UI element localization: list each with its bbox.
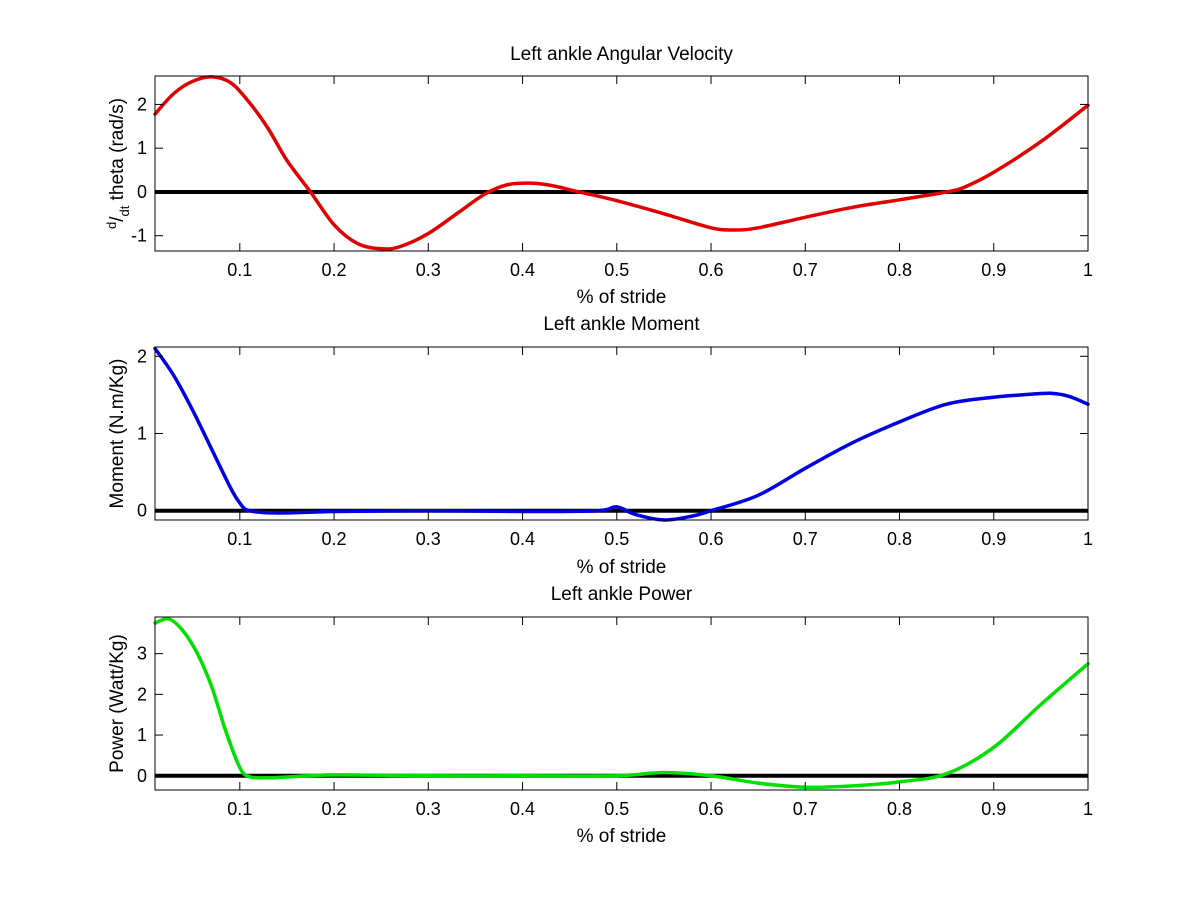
x-tick-label: 0.7 <box>793 260 818 280</box>
x-tick-label: 0.6 <box>699 260 724 280</box>
x-tick-label: 0.3 <box>416 529 441 549</box>
x-tick-label: 1 <box>1083 799 1093 819</box>
x-tick-label: 0.7 <box>793 529 818 549</box>
x-tick-label: 0.9 <box>981 260 1006 280</box>
x-tick-label: 0.2 <box>322 260 347 280</box>
x-tick-label: 0.1 <box>227 260 252 280</box>
x-tick-label: 0.7 <box>793 799 818 819</box>
y-axis-label-dt: dt <box>117 205 132 216</box>
x-tick-label: 0.9 <box>981 529 1006 549</box>
x-axis-label: % of stride <box>577 287 667 308</box>
x-tick-label: 0.4 <box>510 260 535 280</box>
x-tick-label: 0.4 <box>510 799 535 819</box>
y-axis-label-slash: / <box>107 216 128 222</box>
chart-title: Left ankle Moment <box>543 314 700 335</box>
y-tick-label: 0 <box>137 766 147 786</box>
x-tick-label: 0.5 <box>604 260 629 280</box>
y-tick-label: -1 <box>131 226 147 246</box>
series-line-1 <box>153 75 1090 251</box>
x-tick-label: 0.1 <box>227 529 252 549</box>
subplot-1: Left ankle Angular Velocity 0.1 0.2 0.3 0.4 0… <box>104 44 1093 308</box>
y-axis-label-d: d <box>104 222 119 229</box>
y-tick-label: 3 <box>137 644 147 664</box>
y-tick-label: 2 <box>137 684 147 704</box>
x-tick-label: 0.1 <box>227 799 252 819</box>
plot-frame <box>154 346 1089 521</box>
x-tick-label: 0.4 <box>510 529 535 549</box>
x-tick-label: 0.2 <box>322 799 347 819</box>
chart-title: Left ankle Power <box>551 584 693 605</box>
plot-frame <box>154 616 1089 791</box>
x-tick-label: 1 <box>1083 529 1093 549</box>
chart-title: Left ankle Angular Velocity <box>510 44 733 65</box>
subplot-3: Left ankle Power 0.1 0.2 0.3 0.4 0.5 0.6 0.7 0.8… <box>107 584 1093 847</box>
subplot-2: Left ankle Moment 0.1 0.2 0.3 0.4 0.5 0.6 0.7 0.… <box>107 314 1093 578</box>
y-tick-label: 2 <box>137 346 147 366</box>
x-tick-label: 0.5 <box>604 799 629 819</box>
x-tick-label: 0.3 <box>416 260 441 280</box>
y-tick-label: 0 <box>137 501 147 521</box>
x-tick-label: 0.9 <box>981 799 1006 819</box>
y-tick-label: 1 <box>137 138 147 158</box>
y-axis-label: Moment (N.m/Kg) <box>107 359 128 509</box>
x-tick-label: 1 <box>1083 260 1093 280</box>
x-tick-label: 0.8 <box>887 260 912 280</box>
y-axis-label: d/dt theta (rad/s) <box>104 98 132 229</box>
x-tick-label: 0.8 <box>887 799 912 819</box>
y-tick-label: 0 <box>137 182 147 202</box>
y-axis-label-rest: theta (rad/s) <box>107 98 128 206</box>
y-tick-label: 2 <box>137 94 147 114</box>
series-line-1 <box>153 617 1090 790</box>
x-tick-label: 0.6 <box>699 529 724 549</box>
y-tick-label: 1 <box>137 725 147 745</box>
x-tick-label: 0.3 <box>416 799 441 819</box>
x-axis-label: % of stride <box>577 557 667 578</box>
series-line-1 <box>153 346 1090 522</box>
x-tick-label: 0.5 <box>604 529 629 549</box>
x-tick-label: 0.6 <box>699 799 724 819</box>
y-axis-label: Power (Watt/Kg) <box>107 634 128 773</box>
y-tick-label: 1 <box>137 424 147 444</box>
plot-frame <box>154 75 1089 252</box>
x-tick-label: 0.8 <box>887 529 912 549</box>
x-axis-label: % of stride <box>577 826 667 847</box>
x-tick-label: 0.2 <box>322 529 347 549</box>
